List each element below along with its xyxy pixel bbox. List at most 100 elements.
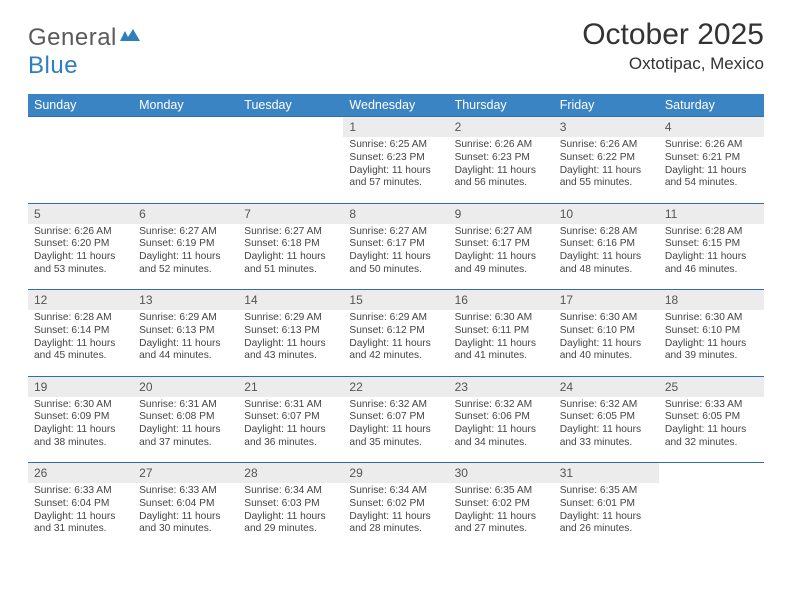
daylight-text-2: and 54 minutes.	[665, 177, 758, 190]
day-number-cell: 2	[449, 117, 554, 138]
sunset-text: Sunset: 6:06 PM	[455, 411, 548, 424]
sunrise-text: Sunrise: 6:29 AM	[139, 312, 232, 325]
daylight-text-1: Daylight: 11 hours	[34, 511, 127, 524]
sunset-text: Sunset: 6:10 PM	[665, 325, 758, 338]
sunset-text: Sunset: 6:20 PM	[34, 238, 127, 251]
daylight-text-2: and 35 minutes.	[349, 437, 442, 450]
day-number-cell: 17	[554, 290, 659, 311]
day-info-cell: Sunrise: 6:27 AMSunset: 6:19 PMDaylight:…	[133, 224, 238, 290]
day-info-cell: Sunrise: 6:33 AMSunset: 6:04 PMDaylight:…	[28, 483, 133, 549]
daylight-text-1: Daylight: 11 hours	[349, 165, 442, 178]
calendar-info-row: Sunrise: 6:30 AMSunset: 6:09 PMDaylight:…	[28, 397, 764, 463]
daylight-text-2: and 53 minutes.	[34, 264, 127, 277]
day-header: Tuesday	[238, 94, 343, 117]
day-info-cell: Sunrise: 6:26 AMSunset: 6:20 PMDaylight:…	[28, 224, 133, 290]
day-number-cell: 24	[554, 376, 659, 397]
day-number-cell: 25	[659, 376, 764, 397]
sunset-text: Sunset: 6:01 PM	[560, 498, 653, 511]
header: GeneralBlue October 2025 Oxtotipac, Mexi…	[28, 18, 764, 80]
day-number-cell: 12	[28, 290, 133, 311]
sunset-text: Sunset: 6:16 PM	[560, 238, 653, 251]
day-info-cell: Sunrise: 6:32 AMSunset: 6:05 PMDaylight:…	[554, 397, 659, 463]
daylight-text-1: Daylight: 11 hours	[665, 424, 758, 437]
calendar-header-row: SundayMondayTuesdayWednesdayThursdayFrid…	[28, 94, 764, 117]
daylight-text-2: and 28 minutes.	[349, 523, 442, 536]
day-info-cell: Sunrise: 6:35 AMSunset: 6:02 PMDaylight:…	[449, 483, 554, 549]
daylight-text-1: Daylight: 11 hours	[665, 338, 758, 351]
day-number-cell	[133, 117, 238, 138]
flag-icon	[119, 27, 141, 45]
calendar-daynum-row: 1234	[28, 117, 764, 138]
sunset-text: Sunset: 6:23 PM	[455, 152, 548, 165]
daylight-text-2: and 29 minutes.	[244, 523, 337, 536]
sunrise-text: Sunrise: 6:30 AM	[560, 312, 653, 325]
daylight-text-2: and 33 minutes.	[560, 437, 653, 450]
daylight-text-1: Daylight: 11 hours	[244, 251, 337, 264]
sunset-text: Sunset: 6:02 PM	[455, 498, 548, 511]
day-info-cell: Sunrise: 6:28 AMSunset: 6:16 PMDaylight:…	[554, 224, 659, 290]
sunset-text: Sunset: 6:13 PM	[244, 325, 337, 338]
sunrise-text: Sunrise: 6:34 AM	[349, 485, 442, 498]
daylight-text-1: Daylight: 11 hours	[244, 338, 337, 351]
daylight-text-2: and 50 minutes.	[349, 264, 442, 277]
sunrise-text: Sunrise: 6:28 AM	[665, 226, 758, 239]
page-title: October 2025	[582, 18, 764, 52]
daylight-text-2: and 27 minutes.	[455, 523, 548, 536]
sunset-text: Sunset: 6:17 PM	[349, 238, 442, 251]
sunrise-text: Sunrise: 6:31 AM	[139, 399, 232, 412]
daylight-text-1: Daylight: 11 hours	[34, 424, 127, 437]
day-header: Sunday	[28, 94, 133, 117]
daylight-text-2: and 57 minutes.	[349, 177, 442, 190]
day-info-cell: Sunrise: 6:31 AMSunset: 6:07 PMDaylight:…	[238, 397, 343, 463]
sunrise-text: Sunrise: 6:29 AM	[349, 312, 442, 325]
day-info-cell: Sunrise: 6:28 AMSunset: 6:15 PMDaylight:…	[659, 224, 764, 290]
sunrise-text: Sunrise: 6:32 AM	[560, 399, 653, 412]
daylight-text-1: Daylight: 11 hours	[560, 511, 653, 524]
day-number-cell: 30	[449, 463, 554, 484]
calendar-info-row: Sunrise: 6:25 AMSunset: 6:23 PMDaylight:…	[28, 137, 764, 203]
sunset-text: Sunset: 6:12 PM	[349, 325, 442, 338]
daylight-text-2: and 40 minutes.	[560, 350, 653, 363]
calendar-daynum-row: 19202122232425	[28, 376, 764, 397]
day-info-cell: Sunrise: 6:27 AMSunset: 6:17 PMDaylight:…	[343, 224, 448, 290]
sunset-text: Sunset: 6:21 PM	[665, 152, 758, 165]
day-number-cell: 3	[554, 117, 659, 138]
logo-text-a: General	[28, 24, 117, 51]
day-info-cell: Sunrise: 6:33 AMSunset: 6:04 PMDaylight:…	[133, 483, 238, 549]
daylight-text-2: and 49 minutes.	[455, 264, 548, 277]
daylight-text-1: Daylight: 11 hours	[560, 251, 653, 264]
daylight-text-2: and 46 minutes.	[665, 264, 758, 277]
daylight-text-1: Daylight: 11 hours	[455, 424, 548, 437]
logo-text-b: Blue	[28, 52, 78, 79]
daylight-text-2: and 31 minutes.	[34, 523, 127, 536]
day-info-cell: Sunrise: 6:35 AMSunset: 6:01 PMDaylight:…	[554, 483, 659, 549]
day-number-cell	[659, 463, 764, 484]
day-info-cell: Sunrise: 6:25 AMSunset: 6:23 PMDaylight:…	[343, 137, 448, 203]
sunset-text: Sunset: 6:18 PM	[244, 238, 337, 251]
sunrise-text: Sunrise: 6:30 AM	[665, 312, 758, 325]
day-number-cell: 28	[238, 463, 343, 484]
sunset-text: Sunset: 6:07 PM	[244, 411, 337, 424]
daylight-text-1: Daylight: 11 hours	[139, 424, 232, 437]
sunset-text: Sunset: 6:13 PM	[139, 325, 232, 338]
sunrise-text: Sunrise: 6:26 AM	[665, 139, 758, 152]
day-info-cell: Sunrise: 6:27 AMSunset: 6:18 PMDaylight:…	[238, 224, 343, 290]
daylight-text-1: Daylight: 11 hours	[349, 511, 442, 524]
daylight-text-1: Daylight: 11 hours	[455, 165, 548, 178]
daylight-text-2: and 48 minutes.	[560, 264, 653, 277]
day-info-cell: Sunrise: 6:29 AMSunset: 6:12 PMDaylight:…	[343, 310, 448, 376]
day-number-cell: 10	[554, 203, 659, 224]
day-info-cell	[659, 483, 764, 549]
sunset-text: Sunset: 6:05 PM	[560, 411, 653, 424]
day-number-cell: 27	[133, 463, 238, 484]
day-info-cell: Sunrise: 6:31 AMSunset: 6:08 PMDaylight:…	[133, 397, 238, 463]
day-info-cell: Sunrise: 6:30 AMSunset: 6:10 PMDaylight:…	[659, 310, 764, 376]
calendar-daynum-row: 262728293031	[28, 463, 764, 484]
day-number-cell: 13	[133, 290, 238, 311]
day-number-cell: 18	[659, 290, 764, 311]
calendar-table: SundayMondayTuesdayWednesdayThursdayFrid…	[28, 94, 764, 549]
daylight-text-2: and 42 minutes.	[349, 350, 442, 363]
day-number-cell: 22	[343, 376, 448, 397]
sunrise-text: Sunrise: 6:33 AM	[139, 485, 232, 498]
sunrise-text: Sunrise: 6:33 AM	[665, 399, 758, 412]
